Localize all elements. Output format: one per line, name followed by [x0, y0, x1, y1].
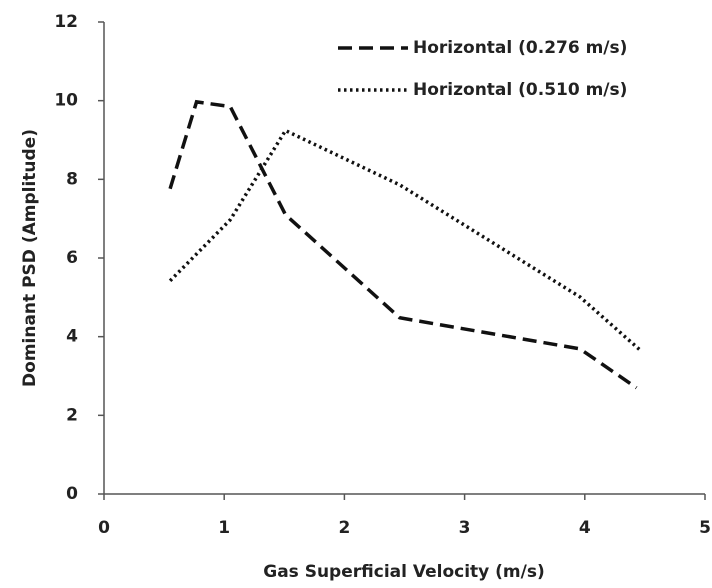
- series-line: [168, 128, 642, 352]
- series-line: [168, 99, 638, 390]
- x-axis-label: Gas Superficial Velocity (m/s): [263, 562, 545, 582]
- y-axis-label: Dominant PSD (Amplitude): [20, 129, 40, 387]
- x-tick-label: 1: [218, 518, 230, 538]
- x-tick-label: 0: [98, 518, 110, 538]
- y-tick-label: 6: [66, 248, 78, 268]
- y-tick-label: 4: [66, 327, 78, 347]
- x-tick-label: 5: [699, 518, 711, 538]
- x-tick-label: 4: [579, 518, 591, 538]
- x-tick-label: 3: [459, 518, 471, 538]
- y-tick-label: 8: [66, 169, 78, 189]
- legend-label: Horizontal (0.276 m/s): [413, 38, 627, 58]
- x-tick-label: 2: [338, 518, 350, 538]
- y-tick-label: 0: [66, 484, 78, 504]
- y-tick-label: 2: [66, 405, 78, 425]
- y-tick-label: 10: [54, 91, 78, 111]
- y-tick-label: 12: [54, 12, 78, 32]
- legend-label: Horizontal (0.510 m/s): [413, 80, 627, 100]
